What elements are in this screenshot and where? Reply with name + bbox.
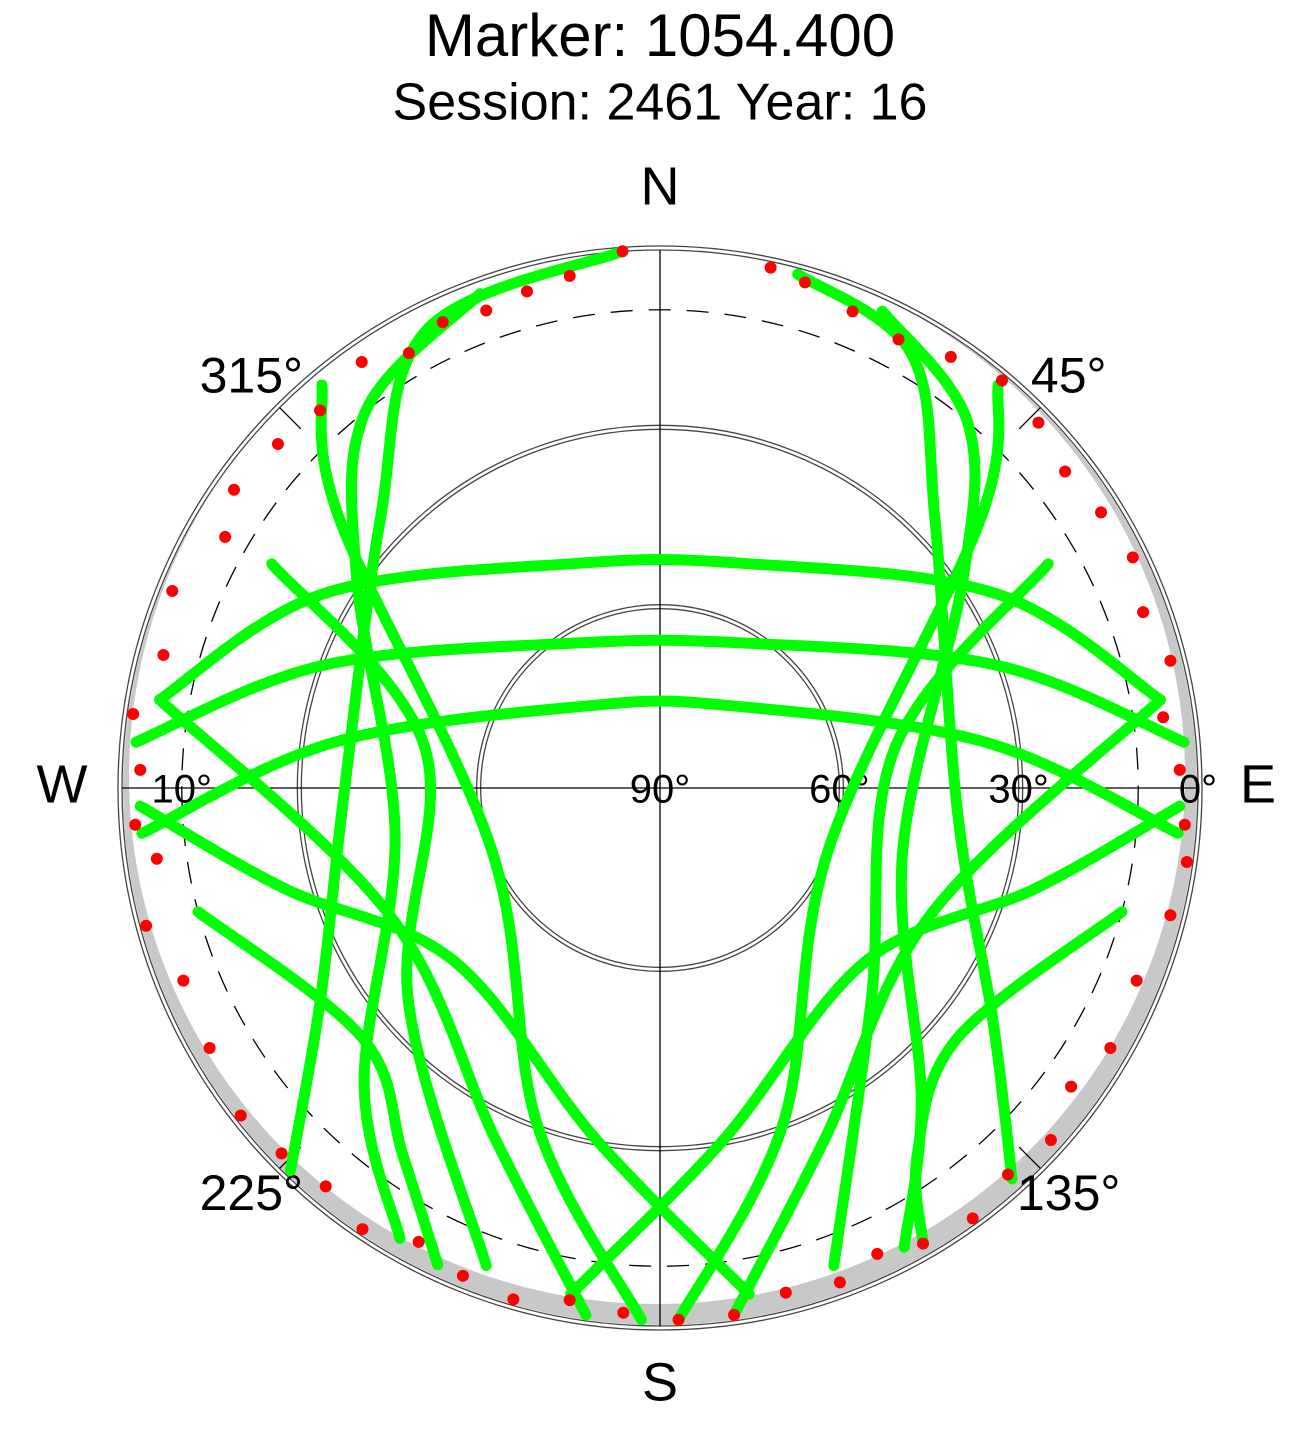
low-elevation-point: [798, 276, 811, 289]
low-elevation-point: [203, 1042, 216, 1055]
low-elevation-point: [1104, 1042, 1117, 1055]
low-elevation-point: [779, 1286, 792, 1299]
satellite-track: [154, 694, 592, 1321]
low-elevation-point: [616, 245, 629, 258]
low-elevation-point: [1126, 551, 1139, 564]
low-elevation-point: [966, 1212, 979, 1225]
low-elevation-point: [917, 1237, 930, 1250]
low-elevation-point: [563, 1294, 576, 1307]
low-elevation-point: [140, 919, 153, 932]
low-elevation-point: [833, 1276, 846, 1289]
satellite-track: [728, 694, 1166, 1321]
elevation-label: 0°: [1179, 768, 1217, 812]
low-elevation-point: [157, 648, 170, 661]
low-elevation-point: [412, 1235, 425, 1248]
low-elevation-point: [672, 1313, 685, 1326]
low-elevation-point: [1059, 465, 1072, 478]
low-elevation-point: [402, 347, 415, 360]
satellite-track: [673, 379, 1005, 1326]
satellite-track: [134, 800, 755, 1300]
satellite-track: [130, 634, 1190, 748]
low-elevation-point: [127, 707, 140, 720]
low-elevation-point: [166, 584, 179, 597]
low-elevation-point: [507, 1293, 520, 1306]
chart-subtitle: Session: 2461 Year: 16: [393, 74, 928, 132]
low-elevation-point: [1095, 506, 1108, 519]
satellite-track: [266, 558, 492, 1271]
chart-title: Marker: 1054.400: [425, 2, 895, 69]
low-elevation-point: [1032, 416, 1045, 429]
low-elevation-point: [1065, 1080, 1078, 1093]
azimuth-label: S: [642, 1352, 678, 1412]
low-elevation-point: [617, 1306, 630, 1319]
azimuth-label: W: [37, 754, 88, 814]
low-elevation-point: [227, 483, 240, 496]
satellite-track: [315, 379, 647, 1326]
low-elevation-point: [1173, 763, 1186, 776]
low-elevation-point: [150, 852, 163, 865]
satellite-track: [345, 288, 486, 1244]
low-elevation-point: [177, 974, 190, 987]
azimuth-tick: [279, 407, 302, 430]
low-elevation-point: [275, 1147, 288, 1160]
satellite-track: [828, 558, 1054, 1271]
low-elevation-point: [846, 305, 859, 318]
low-elevation-point: [271, 438, 284, 451]
low-elevation-point: [129, 818, 142, 831]
low-elevation-point: [219, 530, 232, 543]
low-elevation-point: [1180, 856, 1193, 869]
low-elevation-point: [764, 261, 777, 274]
azimuth-tick: [1018, 1146, 1041, 1169]
elevation-ring-outer: [117, 245, 1203, 1331]
azimuth-label: 315°: [200, 347, 303, 403]
elevation-label: 90°: [630, 768, 691, 812]
low-elevation-point: [1157, 711, 1170, 724]
low-elevation-point: [871, 1247, 884, 1260]
low-elevation-point: [314, 404, 327, 417]
low-elevation-point: [944, 350, 957, 363]
low-elevation-point: [456, 1269, 469, 1282]
low-elevation-point: [319, 1180, 332, 1193]
low-elevation-point: [355, 355, 368, 368]
low-elevation-point: [1001, 1168, 1014, 1181]
satellite-track: [136, 695, 1184, 839]
low-elevation-point: [995, 374, 1008, 387]
satellite-track: [565, 800, 1186, 1300]
low-elevation-point: [134, 763, 147, 776]
azimuth-label: 225°: [200, 1165, 303, 1221]
azimuth-label: E: [1240, 754, 1276, 814]
low-elevation-point: [728, 1308, 741, 1321]
low-elevation-point: [1044, 1133, 1057, 1146]
low-elevation-point: [1130, 974, 1143, 987]
low-elevation-point: [436, 316, 449, 329]
low-elevation-point: [1164, 654, 1177, 667]
azimuth-tick: [1018, 407, 1041, 430]
low-elevation-point: [1164, 909, 1177, 922]
low-elevation-point: [356, 1223, 369, 1236]
azimuth-label: N: [641, 156, 680, 216]
low-elevation-point: [563, 269, 576, 282]
azimuth-label: 45°: [1031, 347, 1107, 403]
satellite-track: [192, 906, 444, 1271]
satellite-track: [909, 906, 1128, 1250]
low-elevation-point: [1178, 818, 1191, 831]
azimuth-label: 135°: [1017, 1165, 1120, 1221]
low-elevation-point: [520, 285, 533, 298]
low-elevation-point: [480, 304, 493, 317]
low-elevation-point: [234, 1109, 247, 1122]
low-elevation-point: [1137, 606, 1150, 619]
low-elevation-point: [892, 333, 905, 346]
